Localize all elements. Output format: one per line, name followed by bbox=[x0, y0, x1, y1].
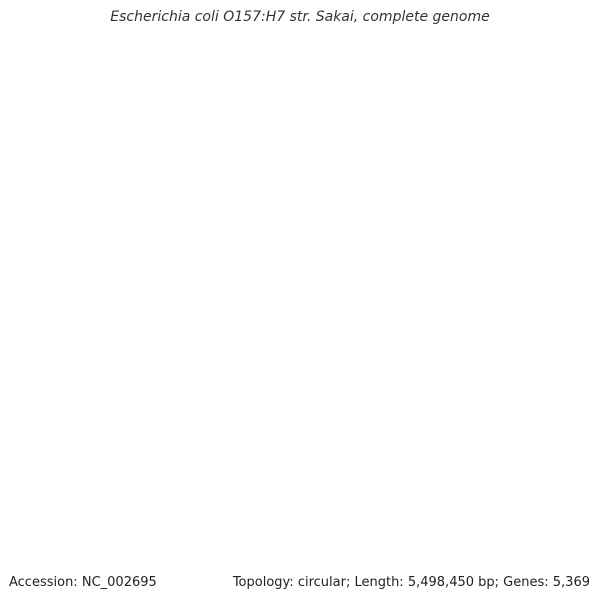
topology-label: Topology: bbox=[232, 575, 294, 590]
length-label: Length: bbox=[354, 575, 404, 590]
genes-value: 5,369 bbox=[552, 575, 590, 590]
map-title: Escherichia coli O157:H7 str. Sakai, com… bbox=[110, 9, 490, 25]
length-value: 5,498,450 bp bbox=[407, 575, 495, 590]
accession-label: Accession: bbox=[9, 575, 78, 590]
accession-value: NC_002695 bbox=[81, 575, 157, 590]
accession-info: Accession: NC_002695 bbox=[9, 575, 157, 590]
topology-value: circular bbox=[297, 575, 346, 590]
genome-stats: Topology: circular; Length: 5,498,450 bp… bbox=[232, 575, 590, 590]
genes-label: Genes: bbox=[503, 575, 549, 590]
